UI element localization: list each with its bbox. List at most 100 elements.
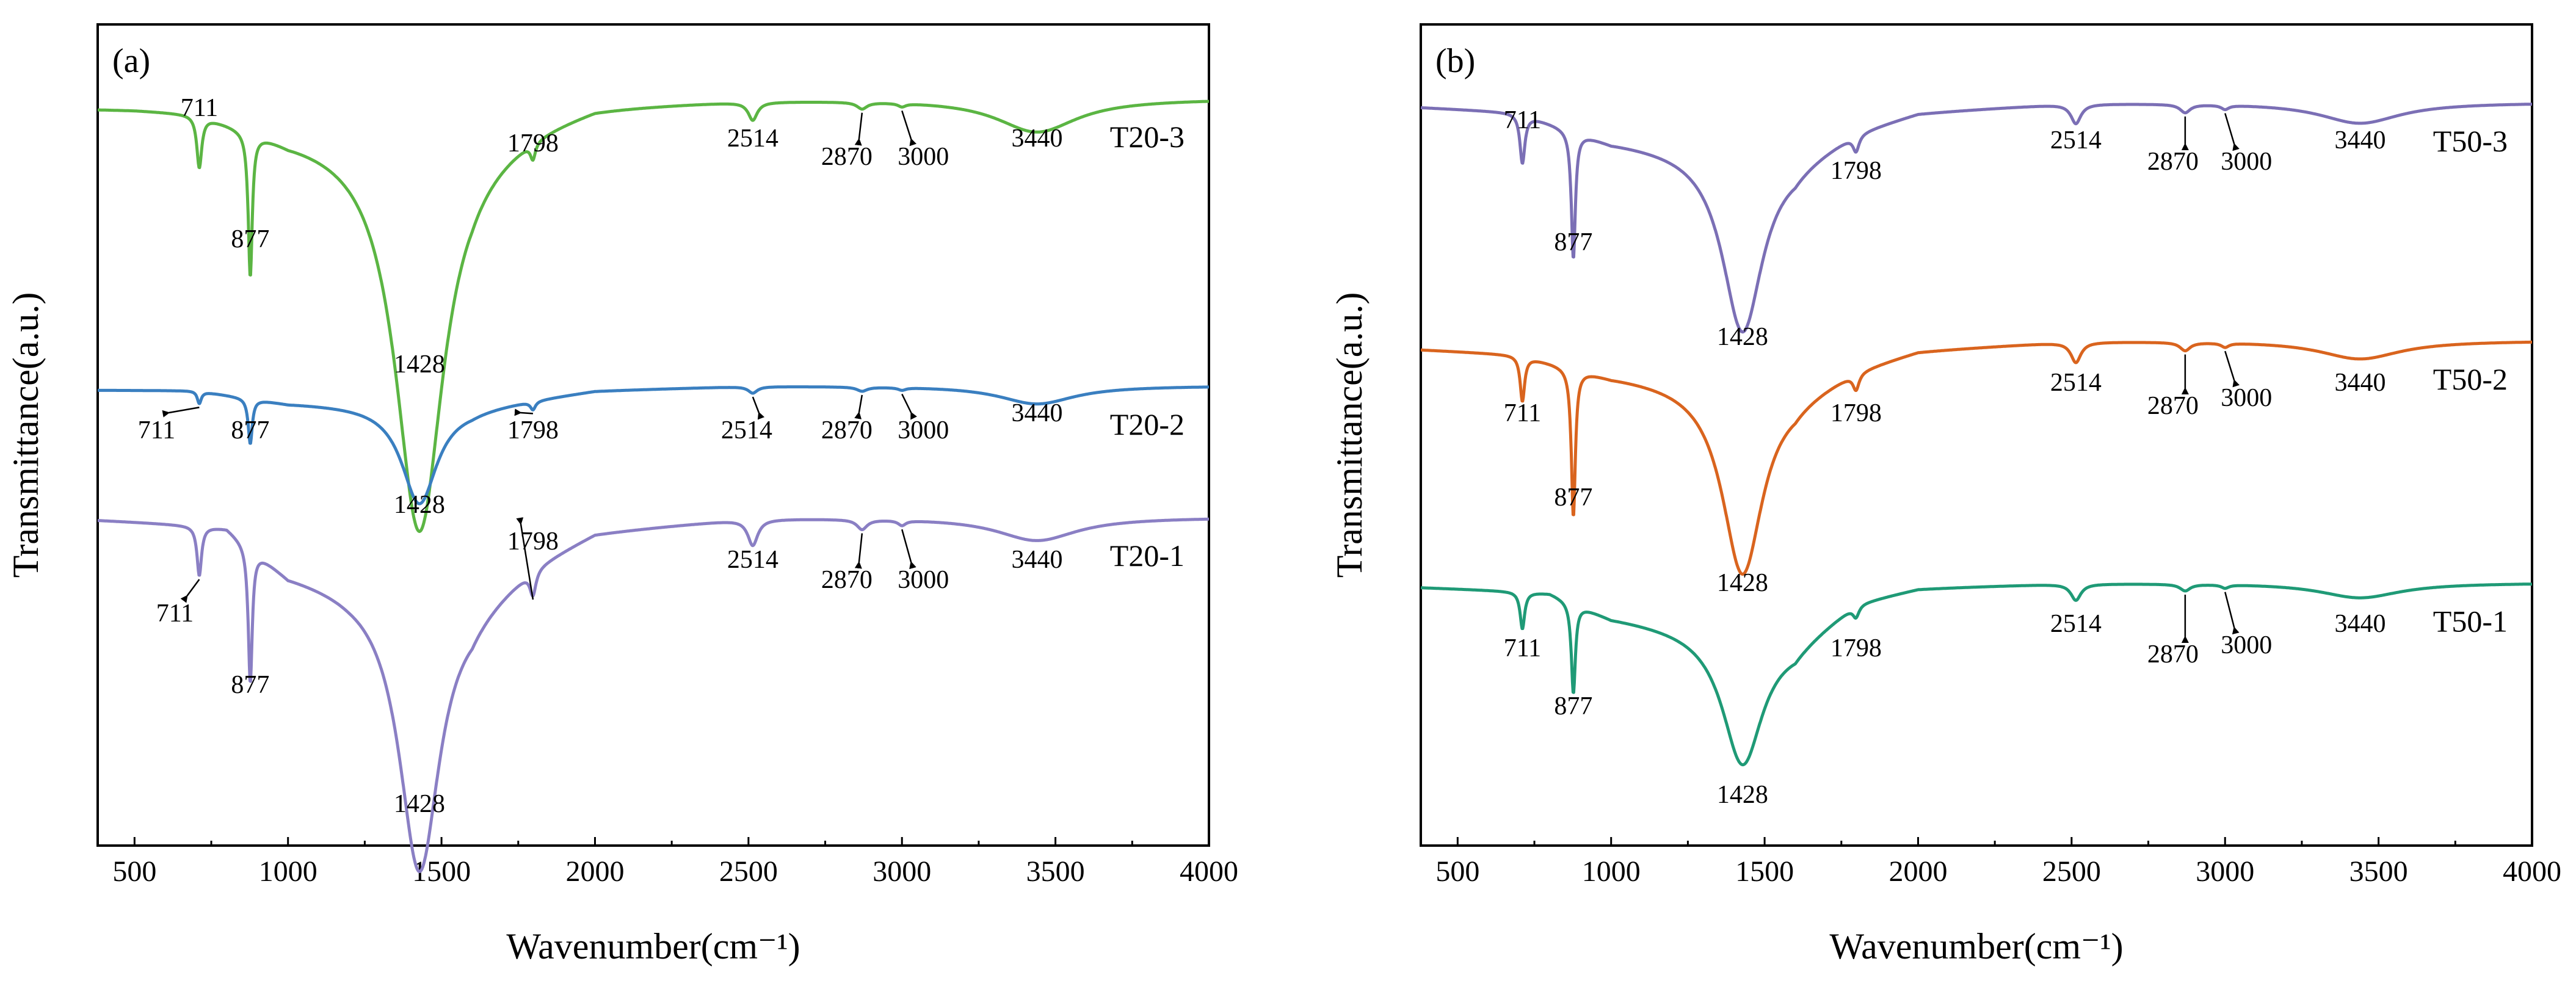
peak-label: 2870 <box>821 416 873 444</box>
peak-label: 711 <box>156 600 194 628</box>
peak-label: 3440 <box>2334 610 2386 638</box>
peak-label: 877 <box>231 225 269 253</box>
panel-b: 500 1000 1500 2000 2500 3000 3500 4000 Wavenumbe… <box>1329 23 2561 966</box>
peak-label: 711 <box>181 94 218 122</box>
spectrum-line <box>1420 103 2533 334</box>
peak-leader-arrow <box>516 517 534 600</box>
peak-label: 1428 <box>1717 781 1768 809</box>
peak-label: 877 <box>1554 692 1592 720</box>
peak-label: 1798 <box>1830 399 1882 427</box>
peak-label: 1428 <box>394 491 445 519</box>
plot-frame <box>96 23 1210 847</box>
x-tick-label: 3500 <box>2349 855 2408 888</box>
peak-label: 3000 <box>2221 384 2272 412</box>
peak-label: 2514 <box>2050 126 2102 154</box>
series-label: T20-1 <box>1110 538 1185 573</box>
peak-label: 2514 <box>727 125 778 153</box>
x-tick-label: 1000 <box>1582 855 1641 888</box>
peak-label: 711 <box>138 416 175 444</box>
peak-leader-arrow <box>901 529 916 570</box>
series-label: T50-1 <box>2433 604 2508 639</box>
peak-label: 3440 <box>1011 399 1062 427</box>
peak-label: 1428 <box>394 790 445 818</box>
peak-leader-arrow <box>901 393 918 420</box>
series-t20-2: T20-2 711 877 1428 1798 2514 2870 3000 3440 <box>96 385 1210 519</box>
peak-leader-arrow <box>180 579 200 603</box>
spectrum-line <box>96 100 1210 533</box>
peak-label: 1798 <box>1830 157 1882 185</box>
peak-label: 877 <box>1554 228 1592 256</box>
x-tick-label: 4000 <box>2503 855 2561 888</box>
peak-leader-arrow <box>901 110 917 147</box>
x-tick-label: 500 <box>1435 855 1479 888</box>
peak-label: 2514 <box>2050 369 2102 397</box>
peak-label: 2870 <box>821 566 873 594</box>
spectrum-line <box>96 385 1210 506</box>
spectrum-line <box>1420 582 2533 767</box>
series-t50-3: T50-3 711 877 1428 1798 2514 2870 3000 3440 <box>1420 103 2533 351</box>
peak-label: 2514 <box>2050 610 2102 638</box>
x-tick-label: 1000 <box>259 855 317 888</box>
series-t20-3: T20-3 711 877 1428 1798 2514 2870 3000 3440 <box>96 94 1210 533</box>
peak-label: 2514 <box>727 546 778 574</box>
peak-label: 3440 <box>1011 546 1062 574</box>
peak-label: 877 <box>231 416 269 444</box>
peak-label: 2870 <box>2147 148 2199 176</box>
peak-label: 2870 <box>2147 640 2199 669</box>
spectrum-line <box>96 517 1210 874</box>
peak-leader-arrow <box>2224 350 2240 388</box>
y-axis-title: Transmittance(a.u.) <box>1329 292 1370 578</box>
x-tick-label: 4000 <box>1180 855 1238 888</box>
peak-label: 1798 <box>507 527 559 556</box>
peak-label: 711 <box>1504 634 1541 662</box>
peak-label: 877 <box>231 671 269 699</box>
peak-label: 2514 <box>721 416 772 444</box>
y-axis-title: Transmittance(a.u.) <box>5 292 46 578</box>
peak-label: 2870 <box>821 143 873 171</box>
peak-leader-arrow <box>854 533 863 569</box>
series-label: T50-3 <box>2433 124 2508 158</box>
peak-label: 3000 <box>898 566 949 594</box>
x-tick-label: 3500 <box>1026 855 1085 888</box>
series-label: T20-3 <box>1110 120 1185 154</box>
panel-a: 500 1000 1500 2000 2500 3000 3500 4000Wavenumbe… <box>5 23 1238 966</box>
peak-label: 711 <box>1504 106 1541 134</box>
peak-label: 3440 <box>1011 125 1062 153</box>
plot-frame <box>1420 23 2533 847</box>
series-t20-1: T20-1 711 877 1428 1798 2514 2870 3000 3440 <box>96 517 1210 874</box>
x-axis-title: Wavenumber(cm⁻¹) <box>1829 926 2123 966</box>
x-tick-label: 3000 <box>873 855 931 888</box>
x-tick-label: 500 <box>112 855 156 888</box>
peak-label: 3000 <box>2221 631 2272 659</box>
x-tick-label: 2000 <box>1888 855 1947 888</box>
peak-label: 1428 <box>394 350 445 379</box>
panel-label: (a) <box>112 42 150 80</box>
peak-label: 3000 <box>898 416 949 444</box>
peak-leader-arrow <box>854 112 863 146</box>
peak-label: 1798 <box>507 129 559 158</box>
peak-label: 3440 <box>2334 126 2386 154</box>
x-axis-title: Wavenumber(cm⁻¹) <box>506 926 800 966</box>
x-tick-label: 3000 <box>2196 855 2254 888</box>
x-tick-label: 2000 <box>565 855 624 888</box>
peak-leader-arrow <box>2224 113 2240 151</box>
peak-leader-arrow <box>752 396 765 420</box>
peak-label: 1428 <box>1717 569 1768 597</box>
peak-leader-arrow <box>2224 592 2240 635</box>
peak-label: 3000 <box>898 143 949 171</box>
peak-leader-arrow <box>854 394 863 419</box>
peak-label: 711 <box>1504 399 1541 427</box>
x-tick-label: 2500 <box>719 855 778 888</box>
series-label: T50-2 <box>2433 362 2508 396</box>
spectrum-line <box>1420 340 2533 576</box>
peak-label: 2870 <box>2147 392 2199 420</box>
x-tick-label: 2500 <box>2042 855 2101 888</box>
series-t50-2: T50-2 711 877 1428 1798 2514 2870 3000 3440 <box>1420 340 2533 597</box>
peak-leader-arrow <box>162 406 200 418</box>
series-label: T20-2 <box>1110 407 1185 441</box>
peak-label: 1798 <box>507 416 559 444</box>
x-tick-label: 1500 <box>1735 855 1794 888</box>
series-t50-1: T50-1 711 877 1428 1798 2514 2870 3000 3440 <box>1420 582 2533 809</box>
peak-label: 1798 <box>1830 634 1882 662</box>
peak-label: 1428 <box>1717 323 1768 351</box>
